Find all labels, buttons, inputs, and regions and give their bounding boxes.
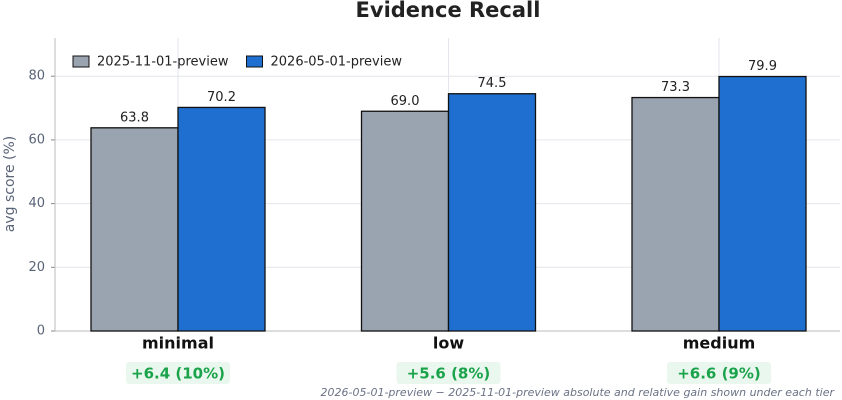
bar — [177, 106, 266, 332]
bar — [718, 75, 807, 332]
y-tick-label: 40 — [28, 196, 45, 211]
data-label: 79.9 — [748, 59, 777, 74]
y-tick-label: 60 — [28, 132, 45, 147]
bar — [447, 93, 537, 332]
y-tick-label: 20 — [28, 260, 45, 275]
annotation-bg — [396, 362, 501, 384]
data-label: 73.3 — [661, 80, 690, 95]
chart-title: Evidence Recall — [356, 0, 541, 22]
y-axis-label: avg score (%) — [2, 136, 18, 233]
footnote: 2026-05-01-preview − 2025-11-01-preview … — [321, 386, 836, 399]
bar — [631, 96, 720, 332]
annotation-bg — [667, 362, 771, 384]
x-tick-label: low — [433, 334, 464, 353]
y-tick-label: 80 — [28, 69, 45, 84]
data-label: 70.2 — [207, 90, 236, 105]
x-tick-label: medium — [683, 334, 756, 353]
annotation: +6.6 (9%) — [677, 365, 761, 383]
data-label: 74.5 — [478, 76, 507, 91]
legend-label: 2026-05-01-preview — [271, 55, 403, 70]
x-tick-label: minimal — [142, 334, 214, 353]
annotation: +5.6 (8%) — [407, 365, 491, 383]
legend-swatch — [72, 55, 90, 68]
bar — [360, 110, 450, 332]
annotation-bg — [126, 362, 230, 384]
legend-label: 2025-11-01-preview — [97, 55, 229, 70]
legend-swatch — [246, 55, 263, 68]
data-label: 63.8 — [120, 110, 149, 125]
annotation: +6.4 (10%) — [131, 365, 225, 383]
y-tick-label: 0 — [37, 324, 45, 339]
data-label: 69.0 — [391, 94, 420, 109]
bar — [90, 127, 179, 332]
